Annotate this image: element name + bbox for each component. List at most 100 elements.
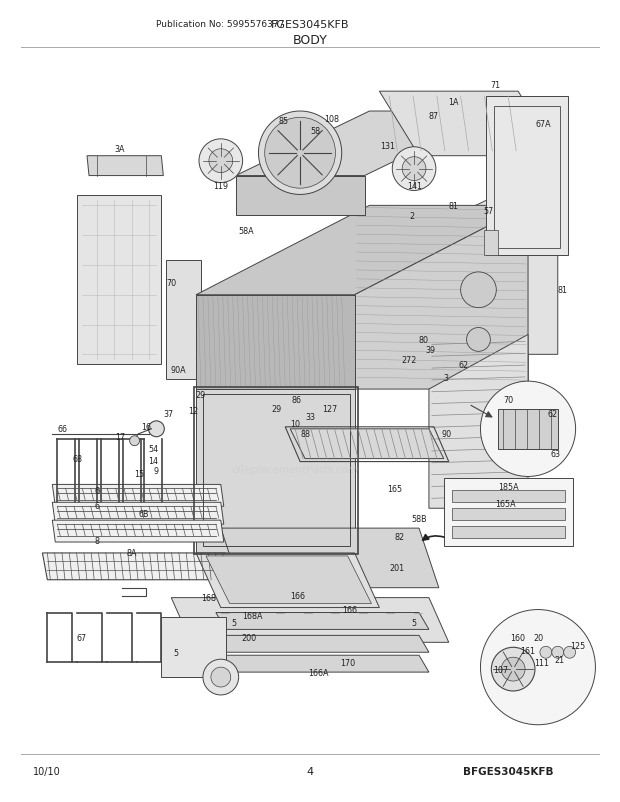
Text: 8A: 8A <box>126 549 137 557</box>
Text: 68: 68 <box>72 455 82 464</box>
Text: 20: 20 <box>533 633 543 642</box>
Text: 37: 37 <box>163 410 174 419</box>
Circle shape <box>492 647 535 691</box>
Polygon shape <box>166 261 201 379</box>
Text: Publication No: 5995576377: Publication No: 5995576377 <box>156 20 285 29</box>
Text: 58A: 58A <box>239 226 254 236</box>
Text: 90A: 90A <box>170 365 186 375</box>
Circle shape <box>148 421 164 437</box>
Text: 67A: 67A <box>535 120 551 129</box>
Text: 39: 39 <box>426 346 436 354</box>
Text: 85: 85 <box>278 117 288 126</box>
Circle shape <box>480 610 595 725</box>
Text: 81: 81 <box>558 286 568 295</box>
Text: 1A: 1A <box>448 98 459 107</box>
Text: 58B: 58B <box>411 514 427 523</box>
Text: 81: 81 <box>449 201 459 211</box>
Polygon shape <box>196 295 355 390</box>
Text: 200: 200 <box>241 633 256 642</box>
Text: 131: 131 <box>380 142 395 151</box>
Polygon shape <box>52 485 224 507</box>
Polygon shape <box>498 410 558 449</box>
Text: 5: 5 <box>174 648 179 657</box>
Text: 66: 66 <box>57 425 67 434</box>
Circle shape <box>480 382 575 477</box>
Text: 3: 3 <box>443 373 448 383</box>
Circle shape <box>461 273 497 308</box>
Circle shape <box>265 118 335 189</box>
Polygon shape <box>452 508 565 520</box>
Polygon shape <box>196 390 355 553</box>
Text: 90: 90 <box>441 430 452 439</box>
Text: 80: 80 <box>419 335 429 345</box>
Polygon shape <box>290 429 444 459</box>
Polygon shape <box>429 335 528 508</box>
Text: 185A: 185A <box>498 482 518 492</box>
Text: 107: 107 <box>493 665 508 674</box>
Text: 127: 127 <box>322 405 337 414</box>
Circle shape <box>467 328 490 352</box>
Polygon shape <box>355 206 528 390</box>
Text: 161: 161 <box>521 646 536 655</box>
Text: 10/10: 10/10 <box>32 767 60 776</box>
Text: 71: 71 <box>490 81 500 90</box>
Text: 119: 119 <box>213 182 228 191</box>
Text: 29: 29 <box>196 390 206 399</box>
Polygon shape <box>379 92 558 156</box>
Text: 6: 6 <box>94 501 99 510</box>
Polygon shape <box>52 520 224 542</box>
Text: 70: 70 <box>503 395 513 404</box>
Text: 4: 4 <box>306 767 314 776</box>
Polygon shape <box>42 553 231 580</box>
Text: 125: 125 <box>570 641 585 650</box>
Text: 14: 14 <box>148 456 159 465</box>
Text: 29: 29 <box>271 405 281 414</box>
Text: 3A: 3A <box>115 145 125 154</box>
Text: 62: 62 <box>547 410 558 419</box>
Polygon shape <box>221 529 439 588</box>
Text: 57: 57 <box>483 207 494 216</box>
Text: 6B: 6B <box>138 509 149 518</box>
Polygon shape <box>171 597 449 642</box>
Text: 9: 9 <box>154 467 159 476</box>
Polygon shape <box>449 176 558 354</box>
Polygon shape <box>484 231 498 256</box>
Text: 166: 166 <box>342 606 357 614</box>
Text: 16: 16 <box>141 423 151 431</box>
Text: 201: 201 <box>389 564 405 573</box>
Circle shape <box>540 646 552 658</box>
Text: 168A: 168A <box>242 611 263 620</box>
Polygon shape <box>206 557 371 604</box>
Text: 272: 272 <box>401 355 417 364</box>
Text: 88: 88 <box>300 430 310 439</box>
Text: 82: 82 <box>394 532 404 541</box>
Polygon shape <box>196 553 379 608</box>
Text: 165A: 165A <box>495 499 516 508</box>
Text: 15: 15 <box>135 469 144 479</box>
Text: 21: 21 <box>555 655 565 664</box>
Text: 10: 10 <box>290 419 300 429</box>
Text: BFGES3045KFB: BFGES3045KFB <box>463 767 554 776</box>
Text: 2: 2 <box>410 212 415 221</box>
Circle shape <box>552 646 564 658</box>
Text: 165: 165 <box>387 484 402 493</box>
Circle shape <box>392 148 436 191</box>
Text: 166: 166 <box>291 591 306 601</box>
Text: 54: 54 <box>148 444 159 454</box>
Text: 58: 58 <box>310 128 320 136</box>
Polygon shape <box>52 503 224 525</box>
Text: 166A: 166A <box>308 668 328 677</box>
Circle shape <box>211 667 231 687</box>
Text: 5: 5 <box>412 618 417 627</box>
Polygon shape <box>487 97 568 256</box>
Polygon shape <box>87 156 163 176</box>
Text: 86: 86 <box>291 395 301 404</box>
Circle shape <box>203 659 239 695</box>
Text: 141: 141 <box>407 182 423 191</box>
Text: 70: 70 <box>166 279 176 288</box>
Text: 87: 87 <box>429 112 439 121</box>
Text: 67: 67 <box>77 633 87 642</box>
Polygon shape <box>196 206 528 295</box>
Polygon shape <box>161 618 226 677</box>
Polygon shape <box>419 181 528 390</box>
